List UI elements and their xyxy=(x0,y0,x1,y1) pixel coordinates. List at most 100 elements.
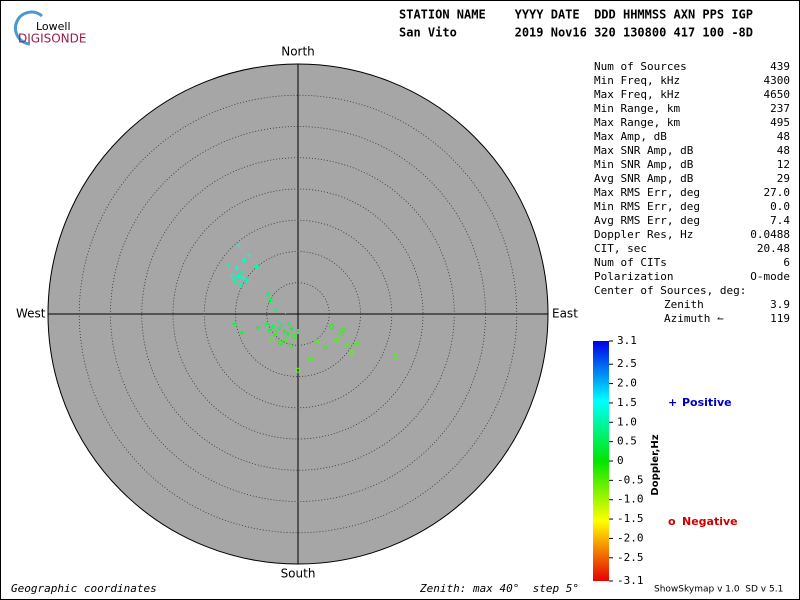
colorbar-tick-label: 1.0 xyxy=(617,415,637,428)
stat-label: Avg RMS Err, deg xyxy=(594,214,700,227)
east-label: East xyxy=(552,307,578,321)
north-label: North xyxy=(281,45,315,59)
source-negative xyxy=(273,330,278,336)
zenith-ring xyxy=(78,94,518,534)
source-positive xyxy=(239,270,245,276)
stat-label: Min Range, km xyxy=(594,102,680,115)
source-positive xyxy=(246,252,252,258)
stat-label: Min Freq, kHz xyxy=(594,74,680,87)
source-positive xyxy=(265,291,271,297)
legend-positive-label: Positive xyxy=(682,396,732,409)
stat-label: Min SNR Amp, dB xyxy=(594,158,694,171)
legend-negative-symbol: o xyxy=(668,515,676,528)
source-positive xyxy=(289,326,295,332)
stat-label: Max Amp, dB xyxy=(594,130,667,143)
source-negative xyxy=(334,337,340,343)
source-positive xyxy=(231,321,237,327)
stat-value: 237 xyxy=(770,102,790,115)
source-positive xyxy=(281,329,287,334)
center-label: Azimuth ↼ xyxy=(664,312,724,325)
source-positive xyxy=(268,297,273,303)
footer-middle: Zenith: max 40° step 5° xyxy=(419,582,579,595)
zenith-ring xyxy=(266,282,330,346)
stat-label: Polarization xyxy=(594,270,673,283)
source-positive xyxy=(286,321,292,327)
stat-value: 4300 xyxy=(764,74,791,87)
source-positive xyxy=(295,329,301,334)
stat-value: 0.0 xyxy=(770,200,790,213)
source-negative xyxy=(295,367,301,373)
source-negative xyxy=(354,341,360,347)
colorbar-tick-label: 1.5 xyxy=(617,396,637,409)
source-positive xyxy=(266,327,272,333)
source-positive xyxy=(273,307,278,313)
zenith-ring xyxy=(203,219,393,409)
source-positive xyxy=(285,331,291,337)
logo-top: Lowell xyxy=(36,20,71,33)
logo-swoosh xyxy=(14,10,43,46)
zenith-ring xyxy=(141,157,455,471)
legend-positive-symbol: + xyxy=(668,396,677,409)
source-positive xyxy=(234,265,240,271)
legend-negative-label: Negative xyxy=(682,515,738,528)
source-negative xyxy=(278,340,283,346)
source-positive xyxy=(270,324,276,329)
source-positive xyxy=(236,274,242,279)
source-positive xyxy=(233,280,238,286)
source-positive xyxy=(255,325,261,331)
source-positive xyxy=(279,322,285,328)
header-values: San Vito 2019 Nov16 320 130800 417 100 -… xyxy=(399,26,753,40)
zenith-ring xyxy=(235,251,361,377)
stat-label: Min RMS Err, deg xyxy=(594,200,700,213)
header-labels: STATION NAME YYYY DATE DDD HHMMSS AXN PP… xyxy=(399,8,753,22)
colorbar-tick-label: 0.5 xyxy=(617,435,637,448)
stat-value: 495 xyxy=(770,116,790,129)
stat-label: Max SNR Amp, dB xyxy=(594,144,694,157)
stat-label: Max Freq, kHz xyxy=(594,88,680,101)
source-positive xyxy=(254,264,260,269)
source-positive xyxy=(238,282,243,288)
colorbar-tick-label: 2.5 xyxy=(617,357,637,370)
center-value: 119 xyxy=(770,312,790,325)
source-positive xyxy=(229,272,235,278)
stat-value: 12 xyxy=(777,158,790,171)
source-negative xyxy=(345,342,351,348)
source-negative xyxy=(269,336,275,342)
source-negative xyxy=(329,324,335,329)
stat-value: 48 xyxy=(777,144,790,157)
source-positive xyxy=(236,242,242,248)
colorbar-label: Doppler,Hz xyxy=(650,434,661,495)
source-negative xyxy=(340,327,346,333)
source-negative xyxy=(291,334,297,339)
source-positive xyxy=(231,276,237,282)
footer-right: ShowSkymap v 1.0 SD v 5.1 xyxy=(654,585,783,595)
logo-bottom: DIGISONDE xyxy=(18,32,86,46)
colorbar-tick-label: 2.0 xyxy=(617,377,637,390)
source-negative xyxy=(393,354,398,359)
stat-value: 6 xyxy=(783,256,790,269)
source-positive xyxy=(275,319,281,324)
source-positive xyxy=(240,275,246,281)
colorbar-tick-label: 0 xyxy=(617,454,624,467)
source-positive xyxy=(276,326,282,332)
stat-label: Num of Sources xyxy=(594,60,687,73)
south-label: South xyxy=(281,567,316,581)
stat-value: 48 xyxy=(777,130,790,143)
colorbar xyxy=(593,341,609,581)
stat-value: 29 xyxy=(777,172,790,185)
center-label: Zenith xyxy=(664,298,704,311)
stat-label: Max RMS Err, deg xyxy=(594,186,700,199)
source-negative xyxy=(323,345,328,351)
zenith-ring xyxy=(110,126,486,502)
footer-left: Geographic coordinates xyxy=(11,582,157,595)
source-positive xyxy=(244,277,250,283)
west-label: West xyxy=(16,307,46,321)
source-negative xyxy=(349,350,355,356)
stat-value: 0.0488 xyxy=(750,228,790,241)
source-negative xyxy=(283,336,288,342)
source-positive xyxy=(239,330,245,336)
stat-value: 439 xyxy=(770,60,790,73)
source-positive xyxy=(264,321,270,327)
center-value: 3.9 xyxy=(770,298,790,311)
